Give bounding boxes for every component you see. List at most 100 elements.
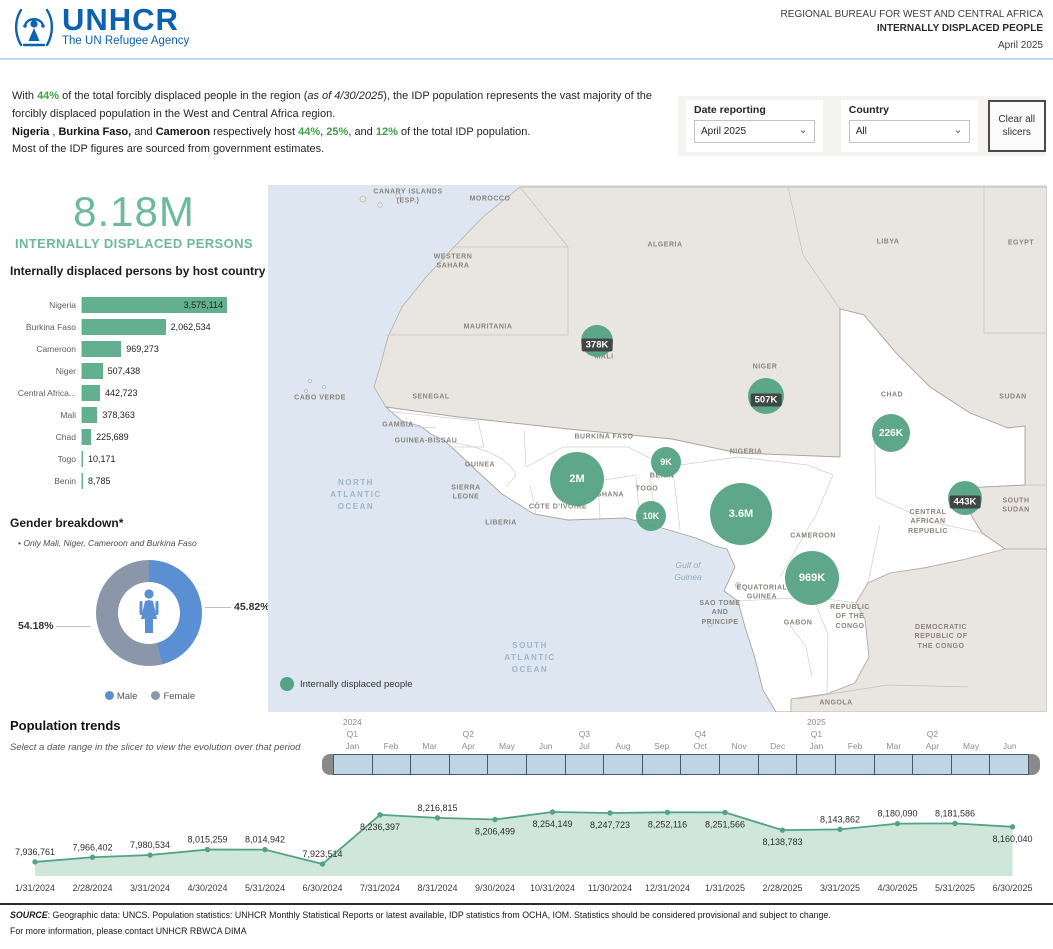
trend-point-6-30-2025[interactable] [1009,824,1016,830]
months-label: Jan [809,741,824,751]
months-label: Feb [847,741,863,751]
slider-cell-13[interactable] [834,755,874,774]
trend-value-label: 8,014,942 [245,835,285,845]
trend-value-label: 8,138,783 [762,837,802,847]
legend-item-male[interactable]: Male [104,691,137,702]
bar-row-burkina-faso[interactable]: Burkina Faso 2,062,534 [0,316,262,338]
trend-point-1-31-2024[interactable] [32,859,38,865]
slider-cell-9[interactable] [680,755,720,774]
months-label: Jul [578,741,590,751]
trends-title: Population trends [10,718,121,733]
trend-point-2-28-2024[interactable] [89,854,96,860]
timeline-months-row: Jan Feb Mar Apr May Jun Jul Aug Sep Oct Nov Dec Jan F… [322,740,1040,752]
trend-point-8-31-2024[interactable] [434,815,441,821]
bar[interactable]: 3,575,114 [82,297,227,313]
slider-cell-0[interactable] [334,755,372,774]
idp-bubble-mali[interactable]: 378K [581,325,613,357]
trend-point-6-30-2024[interactable] [319,861,326,867]
months-label: Feb [383,741,399,751]
trend-value-label: 8,251,566 [705,819,745,829]
years-label [488,716,527,728]
trend-point-12-31-2024[interactable] [664,809,671,816]
bar-row-benin[interactable]: Benin 8,785 [0,470,262,492]
bar-row-mali[interactable]: Mali 378,363 [0,404,262,426]
trend-x-tick: 1/31/2025 [705,883,745,893]
slider-cell-1[interactable] [371,755,411,774]
country-slicer-value: All [855,126,867,137]
map-label-guinea-bissau: GUINEA-BISSAU [394,437,458,445]
gender-donut-chart[interactable] [96,560,202,666]
slider-cell-2[interactable] [410,755,449,774]
slider-cell-16[interactable] [950,755,990,774]
idp-bubble-central-african-republic[interactable]: 443K [948,481,982,515]
trend-point-3-31-2024[interactable] [147,852,153,858]
bar[interactable] [82,385,100,401]
bar[interactable] [82,407,98,423]
bar[interactable] [82,473,83,489]
slider-left-handle[interactable] [322,754,333,775]
idp-bubble-burkina-faso[interactable]: 2M [550,452,604,506]
map-panel[interactable]: CANARY ISLANDS (ESP.) MOROCCO ALGERIA LIBYA… [268,185,1047,712]
idp-bubble-cameroon[interactable]: 969K [785,551,839,605]
slider-cell-15[interactable] [912,755,951,774]
trend-point-4-30-2024[interactable] [204,846,211,853]
map-label-sao-tome: SAO TOME AND PRINCIPE [699,599,741,626]
quarters-label [836,728,875,740]
slider-cell-10[interactable] [719,755,758,774]
country-slicer-dropdown[interactable]: All ⌄ [848,120,970,143]
trend-point-7-31-2024[interactable] [377,812,383,818]
bar-row-cameroon[interactable]: Cameroon 969,273 [0,338,262,360]
bar[interactable] [82,319,166,335]
trend-point-11-30-2024[interactable] [607,810,613,816]
trend-point-9-30-2024[interactable] [492,816,498,823]
slider-cell-4[interactable] [487,755,527,774]
bar-row-niger[interactable]: Niger 507,438 [0,360,262,382]
trend-point-2-28-2025[interactable] [779,827,786,833]
slider-track[interactable] [333,754,1029,775]
bar-row-togo[interactable]: Togo 10,171 [0,448,262,470]
trend-value-label: 8,160,040 [992,834,1032,844]
bar-track: 2,062,534 [81,319,262,335]
slider-cell-14[interactable] [873,755,913,774]
trend-point-1-31-2025[interactable] [722,809,728,816]
trend-point-10-31-2024[interactable] [549,809,556,815]
trend-x-tick: 1/31/2024 [15,883,55,893]
slider-cell-3[interactable] [448,755,488,774]
trend-point-4-30-2025[interactable] [894,820,901,827]
idp-bubble-chad[interactable]: 226K [872,414,910,452]
bar-row-nigeria[interactable]: Nigeria 3,575,114 [0,294,262,316]
date-slicer-label: Date reporting [694,104,766,116]
population-trend-chart[interactable]: 7,936,761 1/31/2024 7,966,402 2/28/2024 7,98… [0,786,1053,898]
bar[interactable] [82,451,83,467]
trend-value-label: 8,180,090 [877,809,917,819]
quarters-label: Q1 [346,729,358,739]
bar[interactable] [82,429,92,445]
idp-bubble-niger[interactable]: 507K [748,378,784,414]
clear-all-slicers-button[interactable]: Clear all slicers [987,100,1046,152]
slider-cell-12[interactable] [796,755,835,774]
idp-bubble-nigeria[interactable]: 3.6M [710,483,772,545]
trend-point-3-31-2025[interactable] [837,826,843,833]
slider-cell-6[interactable] [564,755,604,774]
trend-point-5-31-2024[interactable] [262,846,268,853]
years-label [952,716,991,728]
slider-cell-17[interactable] [989,755,1028,774]
idp-bubble-benin[interactable]: 9K [651,447,681,477]
bar[interactable] [82,341,122,357]
date-range-slider[interactable] [322,754,1040,775]
bar-row-central-africa-[interactable]: Central Africa... 442,723 [0,382,262,404]
slider-cell-7[interactable] [603,755,642,774]
trend-point-5-31-2025[interactable] [952,820,958,827]
slider-cell-8[interactable] [641,755,681,774]
bar-row-chad[interactable]: Chad 225,689 [0,426,262,448]
bar[interactable] [82,363,103,379]
date-slicer-dropdown[interactable]: April 2025 ⌄ [694,120,815,143]
footer-source: SOURCE: Geographic data: UNCS. Populatio… [10,910,831,920]
country-slicer-label: Country [848,104,890,116]
legend-item-female[interactable]: Female [151,691,195,702]
slider-right-handle[interactable] [1029,754,1040,775]
slider-cell-5[interactable] [526,755,565,774]
slider-cell-11[interactable] [757,755,797,774]
map-label-mauritania: MAURITANIA [463,323,513,331]
idp-bubble-togo[interactable]: 10K [636,501,666,531]
